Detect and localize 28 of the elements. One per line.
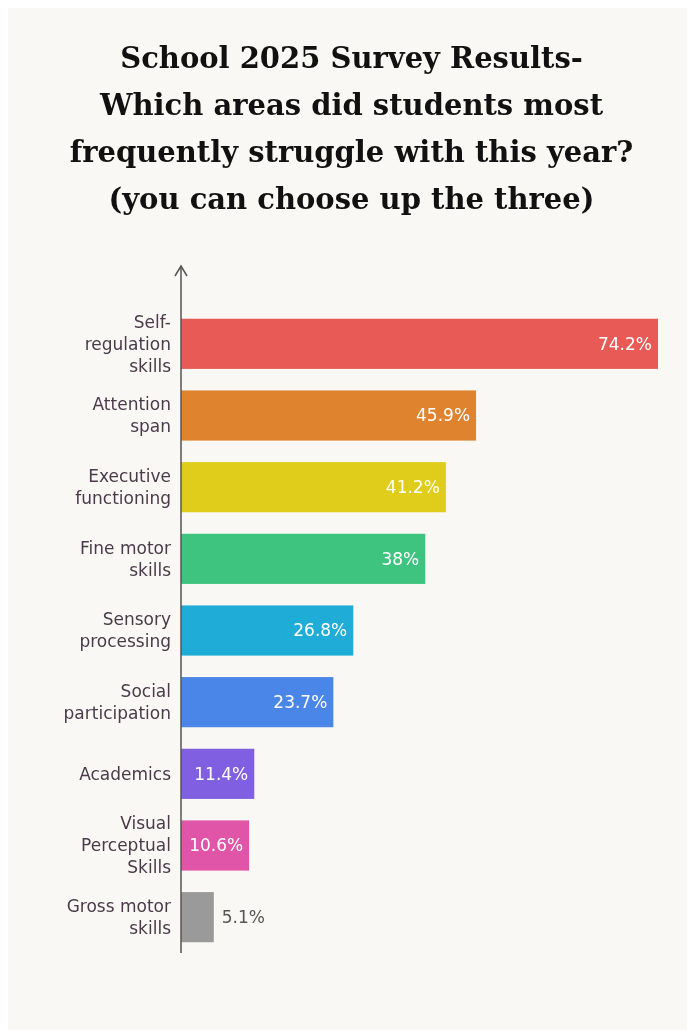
bar xyxy=(181,677,334,728)
y-tick-label: Self-regulation skills xyxy=(84,311,172,376)
y-tick-label: Visual Perceptual Skills xyxy=(81,813,172,878)
data-label: 23.7% xyxy=(273,692,328,713)
data-label: 74.2% xyxy=(597,333,652,354)
bar xyxy=(181,748,255,799)
y-tick-label: Executive functioning xyxy=(75,466,171,509)
bar xyxy=(181,605,354,656)
data-label: 45.9% xyxy=(416,405,471,426)
bar xyxy=(181,820,250,871)
data-label: 11.4% xyxy=(194,763,249,784)
data-label: 38% xyxy=(381,548,420,569)
y-tick-label: Gross motor skills xyxy=(66,896,172,939)
data-label: 41.2% xyxy=(385,477,440,498)
bar xyxy=(181,318,658,369)
bar xyxy=(181,390,477,441)
y-tick-label: Sensory processing xyxy=(79,609,171,652)
y-tick-label: Academics xyxy=(79,763,172,784)
data-label: 26.8% xyxy=(293,620,348,641)
chart-title: School 2025 Survey Results- Which areas did students most frequently struggle with this year? (you can choose up the three) xyxy=(69,41,634,216)
data-label: 10.6% xyxy=(189,835,244,856)
y-tick-label: Attention span xyxy=(92,394,171,437)
y-tick-label: Fine motor skills xyxy=(80,537,172,580)
y-tick-label: Social participation xyxy=(63,681,171,724)
bar xyxy=(181,462,446,513)
data-label: 5.1% xyxy=(221,907,265,928)
bar xyxy=(181,892,214,943)
bar xyxy=(181,533,426,584)
